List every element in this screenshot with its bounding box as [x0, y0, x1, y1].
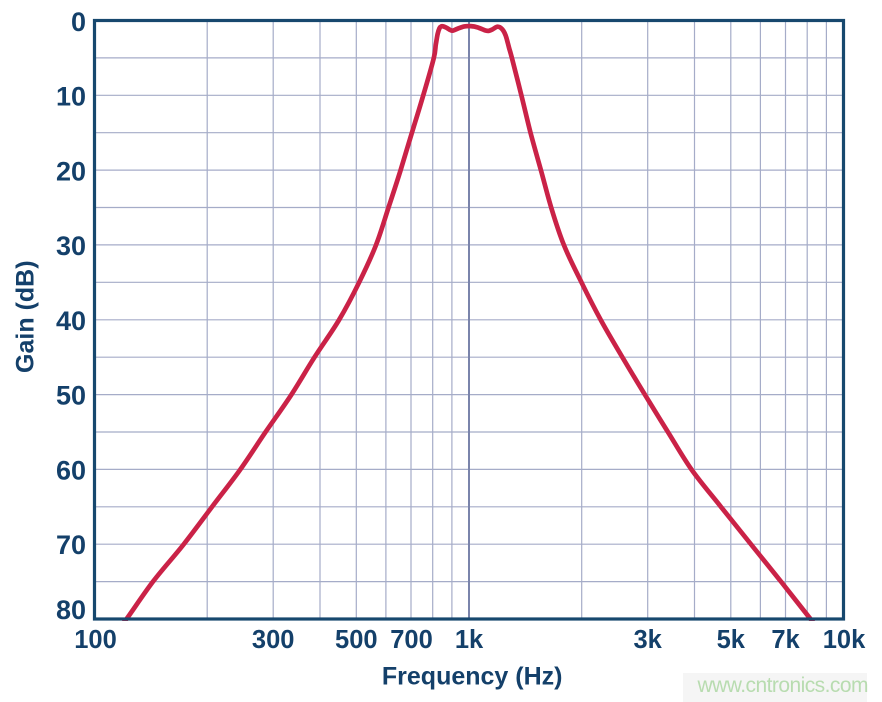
svg-text:700: 700 — [390, 626, 433, 654]
svg-text:40: 40 — [56, 306, 86, 336]
svg-text:30: 30 — [56, 231, 86, 261]
svg-text:1k: 1k — [455, 626, 484, 654]
svg-text:50: 50 — [56, 381, 86, 411]
svg-text:300: 300 — [252, 626, 295, 654]
svg-text:Frequency (Hz): Frequency (Hz) — [382, 663, 563, 691]
svg-text:20: 20 — [56, 156, 86, 186]
svg-text:7k: 7k — [771, 626, 800, 654]
svg-text:500: 500 — [335, 626, 378, 654]
svg-text:100: 100 — [74, 626, 117, 654]
svg-text:10k: 10k — [823, 626, 866, 654]
svg-text:60: 60 — [56, 455, 86, 485]
svg-text:70: 70 — [56, 530, 86, 560]
svg-text:80: 80 — [56, 595, 86, 625]
svg-text:3k: 3k — [634, 626, 663, 654]
svg-text:10: 10 — [56, 82, 86, 112]
svg-text:5k: 5k — [717, 626, 746, 654]
svg-text:www.cntronics.com: www.cntronics.com — [697, 674, 869, 697]
svg-text:Gain (dB): Gain (dB) — [12, 260, 40, 373]
svg-text:0: 0 — [71, 7, 86, 37]
